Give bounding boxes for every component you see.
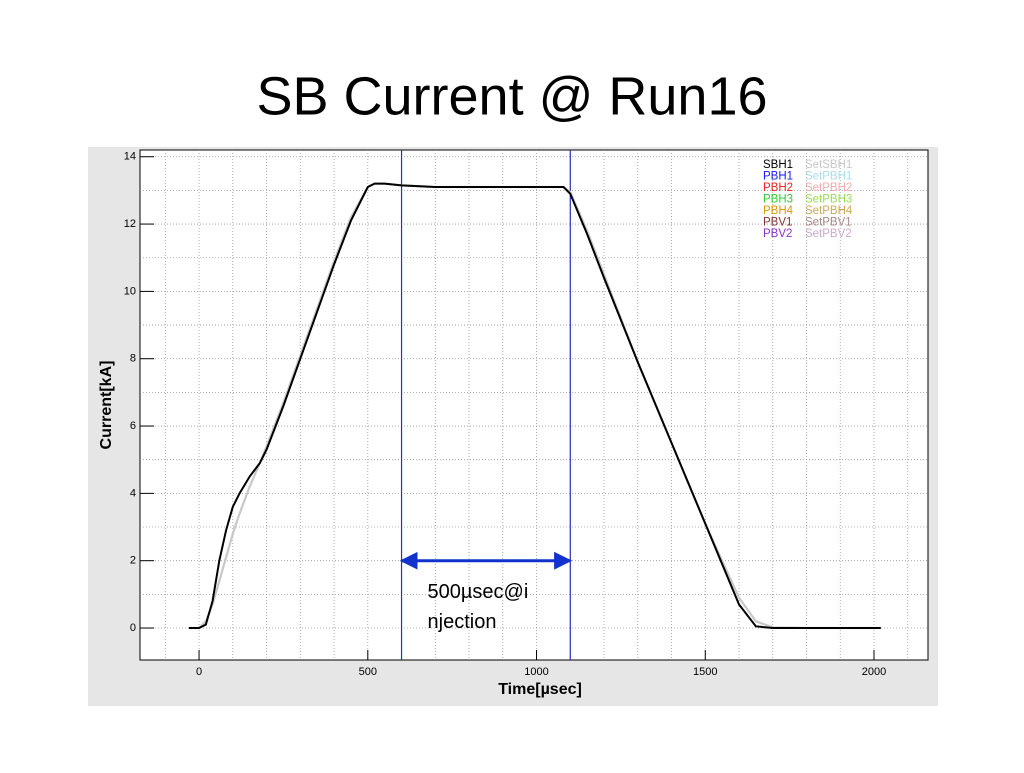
- x-tick-label: 2000: [862, 666, 886, 678]
- y-tick-label: 10: [124, 285, 136, 297]
- legend-entry: PBH3: [763, 194, 793, 206]
- legend-entry: PBH2: [763, 182, 793, 194]
- legend-entry: SetPBH3: [805, 194, 852, 206]
- x-tick-label: 0: [196, 666, 202, 678]
- annotation: 500µsec@i: [428, 581, 529, 603]
- y-tick-label: 4: [130, 487, 136, 499]
- y-tick-label: 14: [124, 151, 136, 163]
- legend-entry: SBH1: [763, 159, 793, 171]
- series-line: [188, 182, 881, 630]
- plot-area: [139, 149, 929, 661]
- legend-entry: SetPBH1: [805, 171, 852, 183]
- legend-entry: PBH1: [763, 171, 793, 183]
- legend-entry: SetSBH1: [805, 159, 852, 171]
- y-tick-label: 2: [130, 555, 136, 567]
- legend-entry: PBH4: [763, 205, 794, 217]
- annotation: njection: [428, 611, 497, 633]
- y-tick-label: 12: [124, 218, 136, 230]
- y-tick-label: 8: [130, 353, 136, 365]
- x-tick-label: 500: [359, 666, 377, 678]
- legend-entry: PBV2: [763, 228, 792, 240]
- y-axis-label: Current[kA]: [98, 361, 115, 450]
- legend-entry: SetPBV1: [805, 217, 852, 229]
- x-axis-label: Time[µsec]: [498, 681, 582, 698]
- slide-title: SB Current @ Run16: [256, 66, 767, 126]
- x-tick-label: 1000: [524, 666, 548, 678]
- y-tick-label: 0: [130, 622, 136, 634]
- legend-entry: SetPBH2: [805, 182, 852, 194]
- y-tick-label: 6: [130, 420, 136, 432]
- legend-entry: SetPBH4: [805, 205, 853, 217]
- x-tick-label: 1500: [693, 666, 717, 678]
- legend-entry: PBV1: [763, 217, 792, 229]
- legend-entry: SetPBV2: [805, 228, 852, 240]
